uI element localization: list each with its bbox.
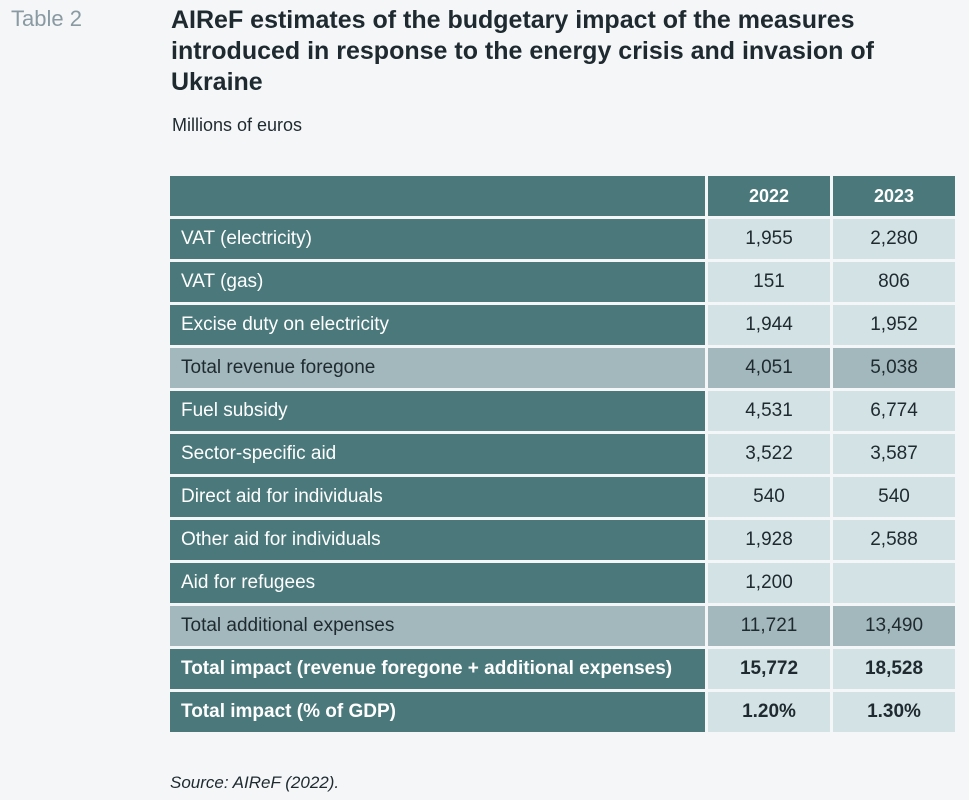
row-label: Total impact (revenue foregone + additio… xyxy=(170,649,705,689)
row-label: Direct aid for individuals xyxy=(170,477,705,517)
cell-2022: 3,522 xyxy=(708,434,830,474)
cell-2023: 3,587 xyxy=(833,434,955,474)
cell-2023 xyxy=(833,563,955,603)
row-label: Excise duty on electricity xyxy=(170,305,705,345)
row-label: Fuel subsidy xyxy=(170,391,705,431)
total-row: Total impact (revenue foregone + additio… xyxy=(170,649,955,689)
cell-2022: 11,721 xyxy=(708,606,830,646)
column-header-2022: 2022 xyxy=(708,176,830,216)
row-label: Other aid for individuals xyxy=(170,520,705,560)
table-number-label: Table 2 xyxy=(11,6,82,31)
cell-2022: 1,944 xyxy=(708,305,830,345)
cell-2023: 5,038 xyxy=(833,348,955,388)
cell-2022: 1,200 xyxy=(708,563,830,603)
row-label: VAT (gas) xyxy=(170,262,705,302)
cell-2022: 4,051 xyxy=(708,348,830,388)
subtotal-row: Total revenue foregone 4,051 5,038 xyxy=(170,348,955,388)
table-unit-subtitle: Millions of euros xyxy=(172,115,303,135)
table-title: AIReF estimates of the budgetary impact … xyxy=(171,6,874,96)
column-header-2023: 2023 xyxy=(833,176,955,216)
row-label: Total additional expenses xyxy=(170,606,705,646)
row-label: Aid for refugees xyxy=(170,563,705,603)
cell-2023: 1.30% xyxy=(833,692,955,732)
total-row: Total impact (% of GDP) 1.20% 1.30% xyxy=(170,692,955,732)
row-label: VAT (electricity) xyxy=(170,219,705,259)
header-corner-cell xyxy=(170,176,705,216)
budget-impact-table: 2022 2023 VAT (electricity) 1,955 2,280 VA… xyxy=(167,173,958,735)
table-row: Direct aid for individuals 540 540 xyxy=(170,477,955,517)
table-row: VAT (electricity) 1,955 2,280 xyxy=(170,219,955,259)
table-row: Excise duty on electricity 1,944 1,952 xyxy=(170,305,955,345)
cell-2022: 4,531 xyxy=(708,391,830,431)
cell-2022: 1.20% xyxy=(708,692,830,732)
cell-2023: 806 xyxy=(833,262,955,302)
cell-2023: 6,774 xyxy=(833,391,955,431)
cell-2022: 15,772 xyxy=(708,649,830,689)
row-label: Total impact (% of GDP) xyxy=(170,692,705,732)
cell-2023: 2,280 xyxy=(833,219,955,259)
cell-2023: 18,528 xyxy=(833,649,955,689)
table-row: Sector-specific aid 3,522 3,587 xyxy=(170,434,955,474)
cell-2023: 2,588 xyxy=(833,520,955,560)
cell-2023: 540 xyxy=(833,477,955,517)
table-header: 2022 2023 xyxy=(170,176,955,216)
cell-2022: 151 xyxy=(708,262,830,302)
subtotal-row: Total additional expenses 11,721 13,490 xyxy=(170,606,955,646)
cell-2022: 540 xyxy=(708,477,830,517)
cell-2023: 13,490 xyxy=(833,606,955,646)
table-row: Aid for refugees 1,200 xyxy=(170,563,955,603)
row-label: Sector-specific aid xyxy=(170,434,705,474)
header-row: 2022 2023 xyxy=(170,176,955,216)
cell-2022: 1,955 xyxy=(708,219,830,259)
table-body: VAT (electricity) 1,955 2,280 VAT (gas) 151… xyxy=(170,219,955,732)
source-note: Source: AIReF (2022). xyxy=(170,773,340,792)
table-row: Other aid for individuals 1,928 2,588 xyxy=(170,520,955,560)
table-row: Fuel subsidy 4,531 6,774 xyxy=(170,391,955,431)
table-row: VAT (gas) 151 806 xyxy=(170,262,955,302)
cell-2022: 1,928 xyxy=(708,520,830,560)
row-label: Total revenue foregone xyxy=(170,348,705,388)
cell-2023: 1,952 xyxy=(833,305,955,345)
